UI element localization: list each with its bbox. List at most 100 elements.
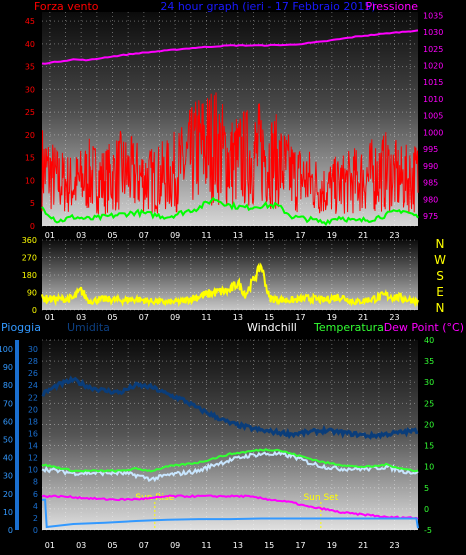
x-tick-label: 07 <box>139 231 149 240</box>
rain-line <box>42 498 419 529</box>
x-tick-label: 09 <box>170 313 180 322</box>
direction-letters: N W S E N <box>434 237 446 315</box>
x-tick-label: 03 <box>76 313 86 322</box>
y-tick-pressure: 1005 <box>423 112 443 121</box>
y-tick-temperature: 35 <box>424 357 434 366</box>
humidity-line <box>41 375 419 440</box>
x-tick-label: 11 <box>201 313 211 322</box>
y-tick-pressure: 1010 <box>423 95 443 104</box>
x-tick-label: 23 <box>389 313 399 322</box>
x-tick-label: 15 <box>264 313 274 322</box>
y-tick-direction: 0 <box>32 306 37 315</box>
y-tick-humidity: 18 <box>28 417 38 426</box>
legend-dewpoint: Dew Point (°C) <box>384 321 464 334</box>
direction-letter-w: W <box>434 253 446 267</box>
x-tick-label: 07 <box>139 541 149 550</box>
y-tick-temperature: 20 <box>424 420 434 429</box>
y-tick-direction: 360 <box>22 236 37 245</box>
panel-1-series <box>41 29 419 227</box>
y-tick-rain: 30 <box>3 472 13 481</box>
y-tick-wind: 10 <box>25 176 35 185</box>
y-tick-rain: 50 <box>3 436 13 445</box>
x-tick-label: 13 <box>233 231 243 240</box>
x-tick-label: 01 <box>45 313 55 322</box>
y-tick-humidity: 14 <box>28 442 38 451</box>
x-tick-label: 07 <box>139 313 149 322</box>
pressure-line <box>41 29 419 65</box>
y-tick-humidity: 10 <box>28 466 38 475</box>
y-tick-humidity: 16 <box>28 429 38 438</box>
legend-temperature: Temperatura <box>313 321 384 334</box>
panel-2-left-ticks: 0 90 180 270 360 <box>22 236 37 315</box>
panel-1-x-ticks: 01 03 05 07 09 11 13 15 17 19 21 23 <box>45 231 400 240</box>
x-tick-label: 09 <box>170 541 180 550</box>
y-tick-temperature: 15 <box>424 442 434 451</box>
x-tick-label: 09 <box>170 231 180 240</box>
y-tick-pressure: 1000 <box>423 128 443 137</box>
y-tick-humidity: 20 <box>28 405 38 414</box>
y-tick-humidity: 12 <box>28 454 38 463</box>
y-tick-temperature: 30 <box>424 378 434 387</box>
y-tick-rain: 80 <box>3 381 13 390</box>
y-tick-temperature: 5 <box>424 484 429 493</box>
panel-1-left-ticks: 0 5 10 15 20 25 30 35 40 45 <box>25 17 35 231</box>
y-tick-humidity: 4 <box>33 502 38 511</box>
y-tick-humidity: 26 <box>28 369 38 378</box>
y-tick-humidity: 0 <box>33 526 38 535</box>
wind-speed-axis-title: Forza vento <box>34 0 99 13</box>
x-tick-label: 13 <box>233 541 243 550</box>
y-tick-wind: 5 <box>30 199 35 208</box>
y-tick-pressure: 990 <box>423 162 438 171</box>
x-tick-label: 05 <box>107 541 117 550</box>
legend-humidity: Umidita <box>67 321 110 334</box>
legend-rain: Pioggia <box>1 321 41 334</box>
x-tick-label: 23 <box>389 541 399 550</box>
y-tick-pressure: 975 <box>423 212 438 221</box>
y-tick-wind: 40 <box>25 40 35 49</box>
wind-average-line <box>41 196 419 227</box>
y-tick-rain: 70 <box>3 399 13 408</box>
panel-3-temperature-ticks: -5 0 5 10 15 20 25 30 35 40 <box>424 336 434 535</box>
pressure-axis-title: Pressione <box>366 0 419 13</box>
y-tick-wind: 45 <box>25 17 35 26</box>
y-tick-rain: 10 <box>3 508 13 517</box>
y-tick-wind: 15 <box>25 154 35 163</box>
x-tick-label: 15 <box>264 231 274 240</box>
sunset-label: Sun Set <box>303 493 338 503</box>
direction-letter-s: S <box>436 269 444 283</box>
panel-1-right-ticks: 975 980 985 990 995 1000 1005 1010 1015 1020 1025 1… <box>423 11 443 221</box>
x-tick-label: 21 <box>358 313 368 322</box>
panel-3-x-ticks: 01 03 05 07 09 11 13 15 17 19 21 23 <box>45 541 400 550</box>
x-tick-label: 11 <box>201 231 211 240</box>
dewpoint-line <box>41 494 419 520</box>
y-tick-pressure: 1025 <box>423 45 443 54</box>
legend-windchill: Windchill <box>247 321 297 334</box>
y-tick-humidity: 28 <box>28 357 38 366</box>
x-tick-label: 15 <box>264 541 274 550</box>
x-tick-label: 23 <box>389 231 399 240</box>
y-tick-pressure: 1035 <box>423 11 443 20</box>
y-tick-humidity: 8 <box>33 478 38 487</box>
chart-title: 24 hour graph (ieri - 17 Febbraio 2015) <box>160 0 375 13</box>
y-tick-temperature: 40 <box>424 336 434 345</box>
y-tick-wind: 25 <box>25 108 35 117</box>
rain-axis-bar <box>15 340 19 530</box>
y-tick-humidity: 6 <box>33 490 38 499</box>
y-tick-temperature: 25 <box>424 399 434 408</box>
y-tick-direction: 180 <box>22 271 37 280</box>
x-tick-label: 19 <box>327 313 337 322</box>
panel-2-series <box>41 262 419 308</box>
panel-3-rain-ticks: 0 10 20 30 40 50 60 70 80 90 100 <box>0 345 13 535</box>
y-tick-wind: 30 <box>25 85 35 94</box>
wind-direction-panel: 0 90 180 270 360 01 03 05 07 09 11 13 15 17 19 21 23 N … <box>22 236 446 322</box>
direction-letter-e: E <box>436 285 444 299</box>
temperature-line <box>41 448 419 473</box>
y-tick-rain: 60 <box>3 417 13 426</box>
y-tick-pressure: 1015 <box>423 78 443 87</box>
y-tick-wind: 0 <box>30 222 35 231</box>
y-tick-pressure: 1030 <box>423 28 443 37</box>
y-tick-pressure: 985 <box>423 179 438 188</box>
